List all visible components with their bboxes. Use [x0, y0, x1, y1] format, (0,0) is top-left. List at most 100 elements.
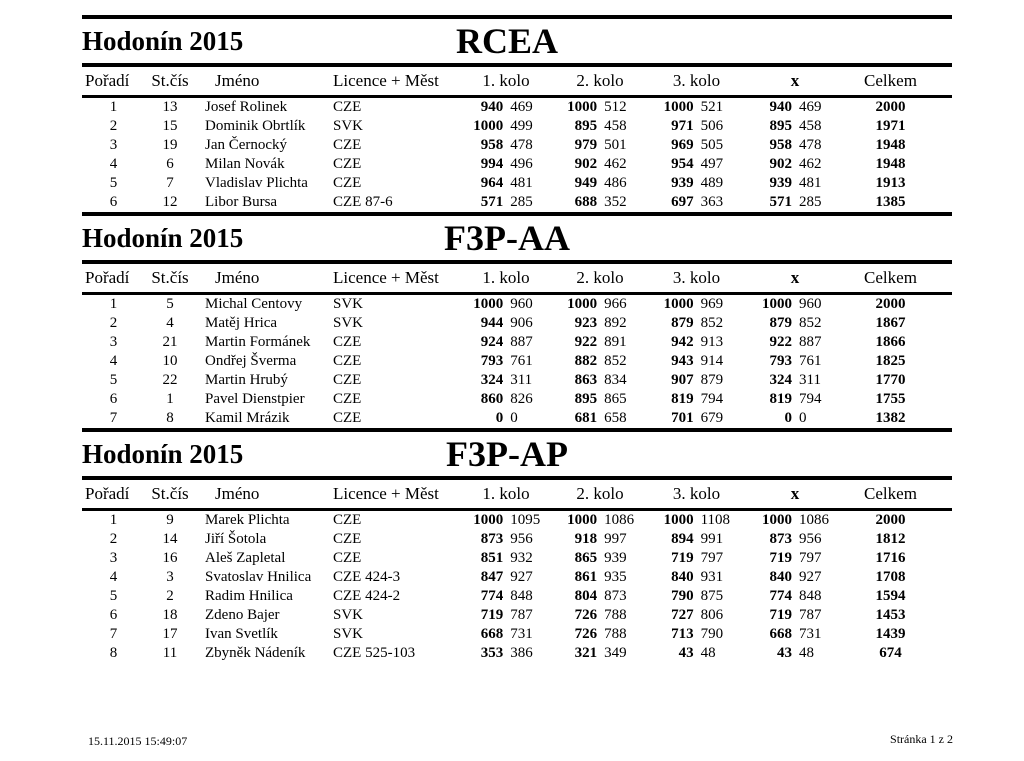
cell-licence: CZE	[333, 391, 362, 407]
cell-round2: 1000 966	[552, 294, 648, 315]
score-points: 1000	[473, 296, 504, 312]
score-raw: 966	[604, 296, 627, 312]
table-row: 7 8 Kamil Mrázik CZE 0 0 681 658 701 679 0 0 1382	[82, 409, 952, 428]
cell-round3: 971 506	[648, 117, 745, 136]
cell-round2: 863 834	[552, 371, 648, 390]
score-pair: 713 790	[648, 625, 745, 644]
score-points: 895	[574, 391, 598, 407]
table-row: 6 12 Libor Bursa CZE 87-6 571 285 688 352 697 363…	[82, 193, 952, 212]
table-row: 2 15 Dominik Obrtlík SVK 1000 499 895 458 971 506…	[82, 117, 952, 136]
score-points: 939	[671, 175, 694, 191]
score-raw: 679	[700, 410, 724, 426]
cell-name: Ivan Svetlík	[205, 626, 278, 642]
cell-rank: 1	[109, 99, 118, 115]
score-points: 1000	[762, 296, 792, 312]
cell-name: Michal Centovy	[205, 296, 303, 312]
score-points: 819	[671, 391, 694, 407]
cell-name: Josef Rolinek	[205, 99, 288, 115]
score-points: 793	[480, 353, 504, 369]
cell-round2: 726 788	[552, 606, 648, 625]
score-pair: 43 48	[745, 644, 845, 663]
cell-rank: 3	[109, 334, 118, 350]
cell-rank: 4	[109, 569, 118, 585]
table-body: 1 9 Marek Plichta CZE 1000 1095 1000 1086 1000 11…	[82, 510, 952, 664]
column-header-name: Jméno	[195, 480, 325, 511]
score-pair: 668 731	[745, 625, 845, 644]
cell-start-number: 16	[162, 550, 178, 566]
cell-rank: 3	[109, 137, 118, 153]
score-raw: 496	[510, 156, 533, 172]
score-pair: 1000 521	[648, 98, 745, 117]
cell-round2: 918 997	[552, 530, 648, 549]
score-points: 668	[480, 626, 504, 642]
score-raw: 1095	[510, 512, 541, 528]
cell-start-number: 10	[162, 353, 178, 369]
cell-total: 1770	[875, 372, 906, 388]
score-raw: 0	[799, 410, 807, 426]
score-raw: 489	[700, 175, 724, 191]
cell-total: 1708	[875, 569, 906, 585]
print-timestamp: 15.11.2015 15:49:07	[88, 734, 188, 748]
score-points: 697	[671, 194, 694, 210]
score-points: 1000	[663, 99, 694, 115]
score-points: 774	[769, 588, 793, 604]
score-points: 0	[495, 410, 504, 426]
cell-start-number: 13	[162, 99, 178, 115]
page-number: Stránka 1 z 2	[890, 732, 953, 746]
rule-under-title	[82, 63, 952, 67]
score-points: 43	[678, 645, 694, 661]
score-raw: 826	[510, 391, 533, 407]
cell-round3: 697 363	[648, 193, 745, 212]
results-table: Pořadí St.čís Jméno Licence + Měst 1. ko…	[82, 67, 952, 212]
score-pair: 873 956	[460, 530, 552, 549]
score-raw: 788	[604, 607, 627, 623]
cell-round3: 1000 969	[648, 294, 745, 315]
cell-round1: 1000 1095	[460, 510, 552, 531]
score-pair: 964 481	[460, 174, 552, 193]
score-points: 1000	[663, 296, 694, 312]
cell-round2: 882 852	[552, 352, 648, 371]
score-raw: 806	[700, 607, 724, 623]
score-pair: 902 462	[552, 155, 648, 174]
cell-discard: 895 458	[745, 117, 845, 136]
score-pair: 790 875	[648, 587, 745, 606]
cell-rank: 2	[109, 531, 118, 547]
cell-discard: 793 761	[745, 352, 845, 371]
cell-total: 674	[879, 645, 902, 661]
score-pair: 774 848	[460, 587, 552, 606]
cell-start-number: 9	[166, 512, 174, 528]
column-header-rank: Pořadí	[82, 480, 145, 511]
cell-round3: 954 497	[648, 155, 745, 174]
cell-round2: 321 349	[552, 644, 648, 663]
score-points: 979	[574, 137, 598, 153]
score-pair: 895 458	[745, 117, 845, 136]
cell-start-number: 19	[162, 137, 178, 153]
score-pair: 939 489	[648, 174, 745, 193]
header-row: Pořadí St.čís Jméno Licence + Měst 1. ko…	[82, 67, 952, 98]
score-pair: 353 386	[460, 644, 552, 663]
score-raw: 935	[604, 569, 627, 585]
score-raw: 469	[510, 99, 533, 115]
score-points: 819	[769, 391, 793, 407]
table-row: 4 3 Svatoslav Hnilica CZE 424-3 847 927 861 935…	[82, 568, 952, 587]
cell-name: Jan Černocký	[205, 137, 288, 153]
result-section: Hodonín 2015 F3P-AP Pořadí St.čís Jméno …	[82, 428, 952, 663]
score-points: 727	[671, 607, 694, 623]
score-raw: 939	[604, 550, 627, 566]
cell-round3: 727 806	[648, 606, 745, 625]
cell-round1: 1000 960	[460, 294, 552, 315]
score-raw: 879	[700, 372, 724, 388]
cell-round3: 840 931	[648, 568, 745, 587]
score-raw: 797	[700, 550, 724, 566]
cell-round1: 324 311	[460, 371, 552, 390]
table-row: 6 18 Zdeno Bajer SVK 719 787 726 788 727 806 719 78…	[82, 606, 952, 625]
score-points: 1000	[473, 118, 504, 134]
cell-start-number: 18	[162, 607, 178, 623]
cell-total: 1913	[875, 175, 906, 191]
score-points: 840	[769, 569, 793, 585]
score-points: 922	[769, 334, 793, 350]
cell-round1: 353 386	[460, 644, 552, 663]
score-points: 918	[574, 531, 598, 547]
cell-start-number: 5	[166, 296, 174, 312]
